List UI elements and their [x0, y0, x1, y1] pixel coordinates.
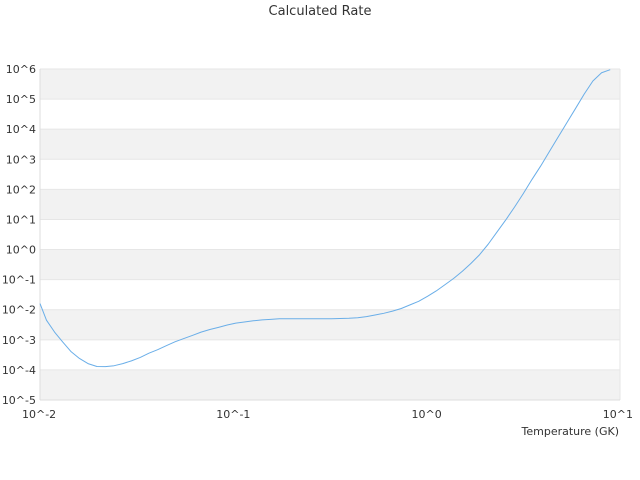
grid-band: [40, 189, 620, 220]
y-tick-label: 10^-1: [2, 274, 36, 287]
grid-bands: [40, 69, 620, 400]
y-tick-label: 10^4: [6, 123, 36, 136]
x-axis-label: Temperature (GK): [521, 425, 620, 438]
grid-band: [40, 249, 620, 280]
axes: [39, 69, 621, 401]
grid-band: [40, 129, 620, 160]
series-line: [39, 69, 611, 368]
x-tick-label: 10^0: [412, 408, 442, 421]
x-tick-label: 10^1: [603, 408, 633, 421]
y-tick-label: 10^2: [6, 183, 36, 196]
grid-lines: [40, 68, 620, 401]
y-tick-label: 10^-4: [2, 364, 36, 377]
x-tick-label: 10^-2: [22, 408, 56, 421]
x-tick-label: 10^-1: [216, 408, 250, 421]
grid-band: [40, 69, 620, 100]
grid-band: [40, 369, 620, 400]
y-tick-label: 10^0: [6, 244, 36, 257]
data-series: [39, 69, 611, 368]
y-tick-labels: 10^-5 10^-4 10^-3 10^-2 10^-1 10^0 10^1 10^2 10^…: [2, 63, 36, 407]
y-tick-label: 10^1: [6, 213, 36, 226]
y-tick-label: 10^6: [6, 63, 36, 76]
y-tick-label: 10^-5: [2, 394, 36, 407]
y-tick-label: 10^-2: [2, 304, 36, 317]
x-tick-labels: 10^-2 10^-1 10^0 10^1: [22, 408, 633, 421]
y-tick-label: 10^5: [6, 93, 36, 106]
y-tick-label: 10^3: [6, 153, 36, 166]
y-tick-label: 10^-3: [2, 334, 36, 347]
chart-title: Calculated Rate: [268, 4, 372, 19]
grid-band: [40, 309, 620, 340]
